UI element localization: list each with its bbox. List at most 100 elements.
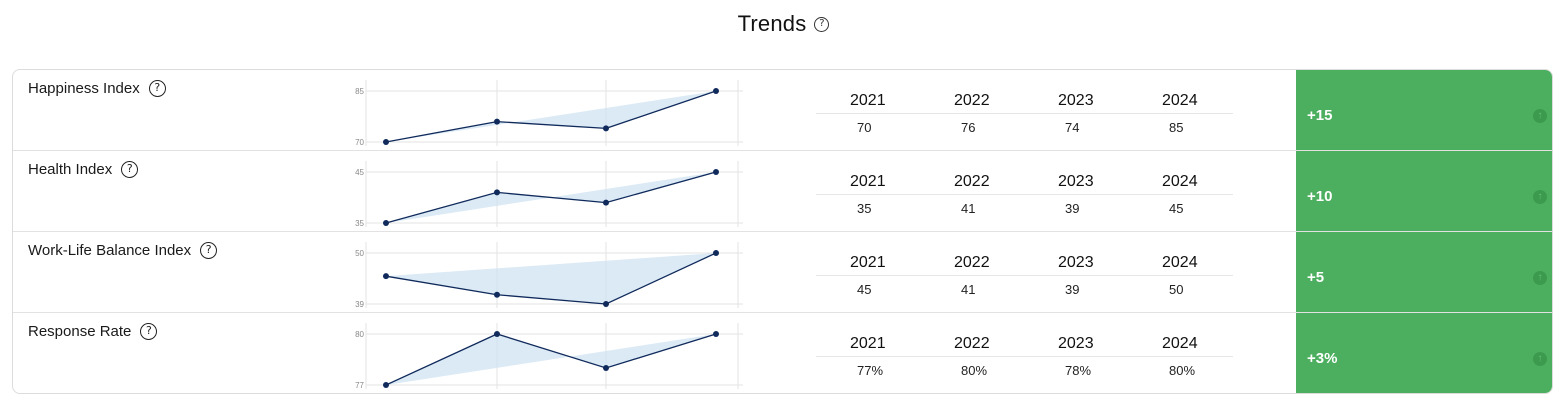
series-line: [385, 333, 717, 386]
arrow-up-circle-icon[interactable]: ↑: [1533, 109, 1547, 123]
data-point: [494, 291, 500, 298]
row-divider: [13, 150, 1552, 151]
year-value: 41: [961, 281, 976, 297]
year-label: 2024: [1162, 91, 1198, 109]
change-value: +10: [1307, 188, 1333, 205]
year-value-row: 77% 80% 78% 80%: [816, 357, 1233, 383]
help-icon[interactable]: ?: [814, 16, 830, 32]
year-label: 2023: [1058, 334, 1094, 352]
year-value-table: 2021 2022 2023 2024 77% 80% 78% 80%: [816, 331, 1233, 383]
page-title: Trends: [737, 11, 807, 36]
year-label: 2022: [954, 334, 990, 352]
year-value: 50: [1169, 281, 1184, 297]
year-label: 2024: [1162, 334, 1198, 352]
change-value: +15: [1307, 107, 1333, 124]
year-label: 2021: [850, 334, 886, 352]
metric-title: Work-Life Balance Index ?: [28, 242, 218, 259]
data-point: [383, 273, 389, 280]
trends-card: Happiness Index ? 85 70 2021 2022 2023 2024 …: [12, 69, 1553, 394]
arrow-up-circle-icon[interactable]: ↑: [1533, 190, 1547, 204]
arrow-up-circle-icon[interactable]: ↑: [1533, 271, 1547, 285]
year-value: 74: [1065, 119, 1080, 135]
data-point: [383, 382, 389, 388]
sparkline-chart: 85 70: [355, 80, 743, 146]
trend-band: [386, 91, 716, 142]
year-label: 2023: [1058, 91, 1094, 109]
year-value: 78%: [1065, 362, 1092, 378]
data-point: [383, 220, 389, 226]
year-value: 77%: [857, 362, 884, 378]
series-line: [385, 252, 717, 305]
year-label: 2021: [850, 253, 886, 271]
year-value-row: 70 76 74 85: [816, 114, 1233, 140]
change-badge: +15 ↑: [1296, 70, 1552, 150]
trend-band: [386, 334, 716, 385]
change-badge: +10 ↑: [1296, 151, 1552, 231]
help-icon[interactable]: ?: [200, 242, 218, 259]
year-value: 41: [961, 200, 976, 216]
year-value-row: 35 41 39 45: [816, 195, 1233, 221]
series-line: [385, 171, 717, 224]
year-value: 80%: [961, 362, 988, 378]
year-header-row: 2021 2022 2023 2024: [816, 169, 1233, 195]
y-tick-label: 45: [355, 168, 364, 177]
year-value: 39: [1065, 281, 1080, 297]
year-value: 70: [857, 119, 872, 135]
data-point: [494, 331, 500, 337]
section-header: Trends ?: [0, 8, 1567, 40]
year-label: 2022: [954, 172, 990, 190]
arrow-up-circle-icon[interactable]: ↑: [1533, 352, 1547, 366]
y-tick-label: 35: [355, 219, 364, 227]
metric-label: Response Rate: [28, 323, 132, 340]
year-label: 2024: [1162, 253, 1198, 271]
help-icon[interactable]: ?: [121, 161, 139, 178]
series-line: [385, 90, 717, 143]
metric-label: Happiness Index: [28, 80, 140, 97]
year-label: 2021: [850, 172, 886, 190]
y-tick-label: 70: [355, 138, 364, 146]
year-value: 80%: [1169, 362, 1196, 378]
year-label: 2021: [850, 91, 886, 109]
year-label: 2022: [954, 253, 990, 271]
year-value-table: 2021 2022 2023 2024 70 76 74 85: [816, 88, 1233, 140]
metric-title: Response Rate ?: [28, 323, 158, 340]
data-point: [383, 139, 389, 145]
help-icon[interactable]: ?: [140, 323, 158, 340]
y-tick-label: 50: [355, 249, 364, 258]
data-point: [713, 169, 719, 175]
year-value: 85: [1169, 119, 1184, 135]
data-point: [713, 250, 719, 256]
year-value: 45: [857, 281, 872, 297]
trend-row: Happiness Index ? 85 70 2021 2022 2023 2024 …: [13, 70, 1552, 151]
help-icon[interactable]: ?: [148, 80, 166, 97]
metric-title: Health Index ?: [28, 161, 139, 178]
data-point: [494, 118, 500, 125]
data-point: [494, 189, 500, 196]
metric-label: Health Index: [28, 161, 113, 178]
metric-title: Happiness Index ?: [28, 80, 166, 97]
data-point: [713, 88, 719, 94]
year-value-table: 2021 2022 2023 2024 35 41 39 45: [816, 169, 1233, 221]
year-value: 39: [1065, 200, 1080, 216]
year-label: 2024: [1162, 172, 1198, 190]
year-value: 45: [1169, 200, 1184, 216]
data-point: [603, 365, 609, 371]
year-value-row: 45 41 39 50: [816, 276, 1233, 302]
year-value: 35: [857, 200, 872, 216]
year-header-row: 2021 2022 2023 2024: [816, 88, 1233, 114]
year-label: 2022: [954, 91, 990, 109]
trend-band: [386, 253, 716, 304]
y-tick-label: 39: [355, 300, 364, 308]
data-point: [603, 301, 609, 307]
year-label: 2023: [1058, 253, 1094, 271]
y-tick-label: 85: [355, 87, 364, 96]
data-point: [603, 125, 609, 132]
metric-label: Work-Life Balance Index: [28, 242, 192, 259]
row-divider: [13, 312, 1552, 313]
year-label: 2023: [1058, 172, 1094, 190]
sparkline-chart: 45 35: [355, 161, 743, 227]
change-badge: +3% ↑: [1296, 313, 1552, 393]
y-tick-label: 80: [355, 330, 364, 339]
change-badge: +5 ↑: [1296, 232, 1552, 312]
year-header-row: 2021 2022 2023 2024: [816, 331, 1233, 357]
